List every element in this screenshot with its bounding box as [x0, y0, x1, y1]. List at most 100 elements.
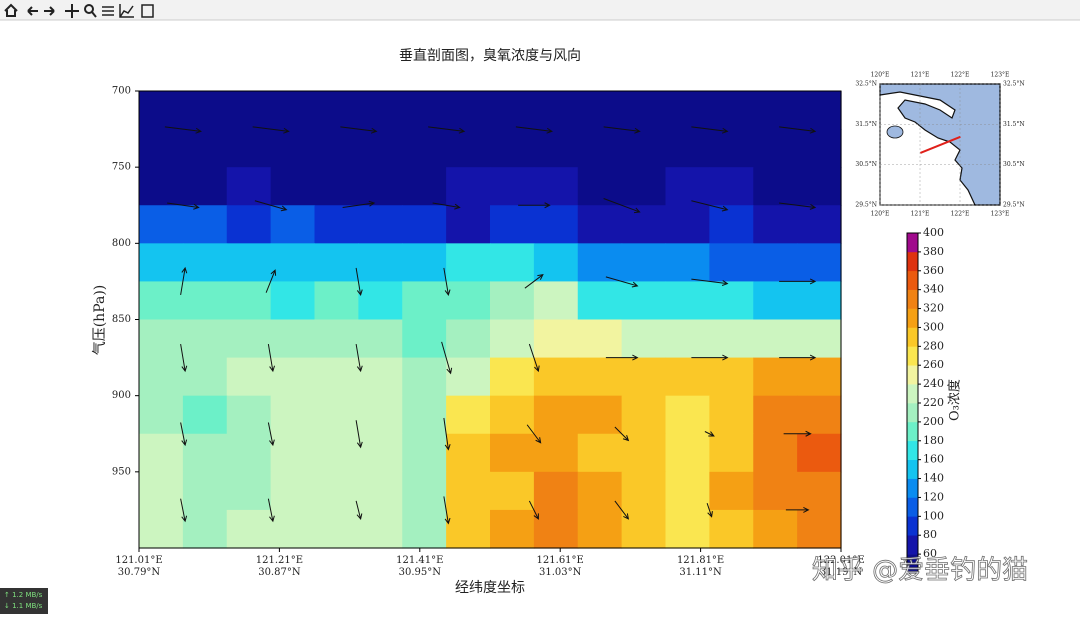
contour-cell	[490, 91, 535, 130]
contour-cell	[358, 129, 403, 168]
back-button[interactable]	[27, 6, 38, 16]
contour-cell	[709, 243, 754, 283]
wind-arrow	[779, 202, 817, 210]
colorbar-tick-label: 240	[923, 377, 944, 390]
wind-arrow	[443, 267, 451, 297]
contour-cell	[577, 205, 623, 244]
inset-x-tick-label: 121°E	[911, 72, 930, 79]
x-axis-label: 经纬度坐标	[455, 580, 525, 596]
inset-x-tick-label: 123°E	[991, 211, 1010, 218]
contour-cell	[314, 129, 359, 168]
contour-cell	[402, 167, 447, 206]
colorbar-tick-label: 360	[923, 264, 944, 277]
contour-cell	[665, 167, 710, 206]
inset-x-tick-label: 121°E	[911, 211, 930, 218]
contour-cell	[490, 129, 535, 168]
contour-cell	[446, 91, 491, 130]
contour-cell	[797, 471, 842, 511]
inset-x-tick-label: 120°E	[871, 211, 890, 218]
contour-cell	[797, 205, 842, 244]
colorbar-segment	[907, 289, 918, 309]
x-tick-label: 122.01°E 31.19°N	[817, 555, 864, 578]
subplots-button[interactable]	[102, 6, 114, 16]
contour-cell	[621, 129, 667, 168]
zoom-button[interactable]	[84, 4, 94, 14]
inset-x-tick-label: 123°E	[991, 72, 1010, 79]
watermark: 知乎 @爱垂钓的猫	[812, 556, 1028, 586]
colorbar-tick-label: 60	[923, 547, 937, 560]
contour-cell	[182, 471, 228, 511]
contour-cell	[490, 471, 535, 511]
inset-y-tick-label: 32.5°N	[1003, 81, 1025, 88]
save-button[interactable]	[141, 4, 154, 18]
wind-arrow	[355, 420, 363, 449]
sea	[879, 83, 1001, 206]
contour-cell	[402, 91, 447, 130]
colorbar-segment	[907, 346, 918, 366]
wind-arrow	[355, 267, 363, 297]
wind-arrow	[603, 198, 641, 214]
edit-axes-button[interactable]	[119, 4, 134, 18]
wind-arrow	[267, 344, 275, 373]
contour-cell	[139, 129, 184, 168]
contour-cell	[314, 357, 359, 397]
contour-cell	[490, 281, 535, 321]
section-line	[920, 135, 961, 154]
contour-cell	[270, 471, 316, 511]
colorbar-label: O₃浓度	[947, 379, 963, 421]
contour-cell	[621, 91, 667, 130]
wind-arrow	[785, 506, 810, 513]
contour-cell	[402, 471, 447, 511]
contour-cell	[270, 319, 316, 359]
wind-arrow	[443, 496, 451, 525]
contour-cell	[709, 319, 754, 359]
contour-cell	[621, 395, 667, 435]
colorbar-tick-label: 260	[923, 358, 944, 371]
contour-cell	[665, 509, 710, 549]
contour-cell	[270, 509, 316, 549]
wind-arrow	[167, 202, 200, 210]
contour-cell	[402, 433, 447, 473]
contour-cell	[665, 433, 710, 473]
contour-cell	[621, 509, 667, 549]
wind-arrow	[180, 422, 188, 447]
contour-cell	[270, 395, 316, 435]
inset-y-tick-label: 30.5°N	[1003, 161, 1025, 168]
contour-cell	[797, 433, 842, 473]
wind-arrow	[528, 343, 540, 373]
colorbar-tick-label: 280	[923, 339, 944, 352]
wind-arrow	[267, 498, 275, 523]
wind-arrow	[254, 200, 288, 212]
colorbar-tick-label: 80	[923, 528, 937, 541]
pan-button[interactable]	[65, 4, 79, 18]
contour-cell	[797, 281, 842, 321]
contour-cell	[358, 167, 403, 206]
colorbar-segment	[907, 403, 918, 423]
wind-arrow	[614, 500, 630, 520]
contour-cell	[533, 205, 579, 244]
chart-title: 垂直剖面图，臭氧浓度与风向	[399, 47, 581, 64]
contour-cell	[182, 395, 228, 435]
contour-cell	[621, 357, 667, 397]
contour-cell	[358, 395, 403, 435]
wind-arrow	[443, 417, 451, 451]
wind-vectors	[164, 126, 817, 525]
contour-cell	[533, 129, 579, 168]
contour-cell	[182, 91, 228, 130]
colorbar-segment	[907, 327, 918, 347]
contour-cell	[446, 243, 491, 283]
contour-cell	[621, 167, 667, 206]
contour-cell	[314, 91, 359, 130]
forward-button[interactable]	[44, 6, 55, 16]
contour-cell	[533, 395, 579, 435]
contour-cell	[226, 91, 272, 130]
contour-cell	[314, 281, 359, 321]
contour-cell	[621, 471, 667, 511]
wind-arrow	[783, 430, 812, 437]
contour-cell	[270, 243, 316, 283]
contour-cell	[226, 129, 272, 168]
home-button[interactable]	[4, 3, 18, 17]
inset-y-tick-label: 32.5°N	[855, 81, 877, 88]
contour-cell	[226, 509, 272, 549]
